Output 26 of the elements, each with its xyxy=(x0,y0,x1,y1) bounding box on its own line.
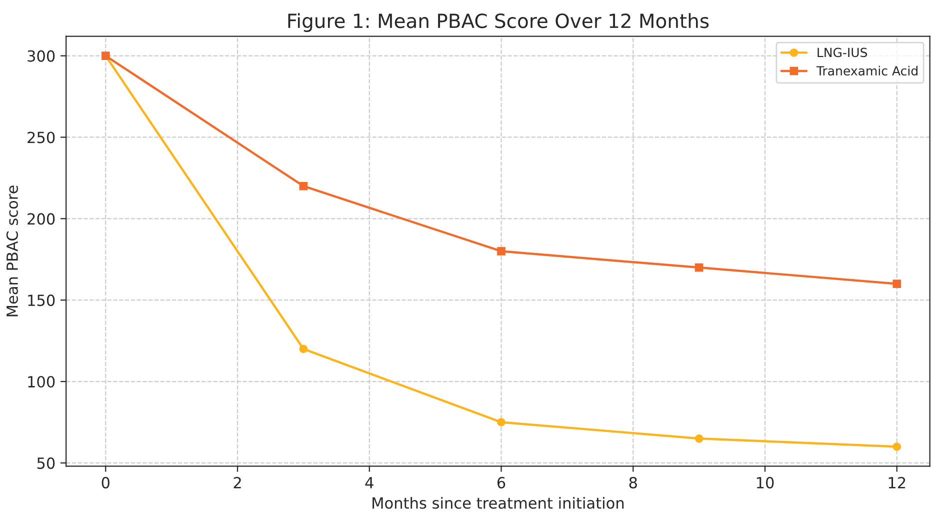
x-tick-label: 8 xyxy=(629,476,637,488)
point xyxy=(892,280,902,288)
x-tick-label: 10 xyxy=(756,476,774,488)
point xyxy=(299,344,308,354)
legend-label: LNG-IUS xyxy=(818,48,868,58)
point xyxy=(497,247,506,256)
point xyxy=(892,442,902,451)
x-tick-label: 4 xyxy=(365,477,374,488)
x-tick-label: 0 xyxy=(102,476,110,488)
y-tick-label: 150 xyxy=(28,294,55,306)
x-axis-title: Months since treatment initiation xyxy=(372,496,624,509)
x-tick-label: 12 xyxy=(888,476,906,488)
y-tick-label: 50 xyxy=(37,457,55,469)
x-tick-label: 6 xyxy=(497,476,506,488)
point xyxy=(694,263,704,272)
legend-label: Tranexamic Acid xyxy=(816,66,918,76)
chart-title: Figure 1: Mean PBAC Score Over 12 Months xyxy=(288,13,709,32)
y-tick-label: 300 xyxy=(28,50,55,62)
y-tick-label: 200 xyxy=(28,213,55,225)
x-tick-label: 2 xyxy=(234,476,241,488)
y-tick-label: 250 xyxy=(28,132,55,144)
y-tick-label: 100 xyxy=(28,376,55,388)
point xyxy=(299,182,308,190)
point xyxy=(694,434,704,443)
point xyxy=(497,418,506,426)
y-axis-title: Mean PBAC score xyxy=(6,186,18,316)
